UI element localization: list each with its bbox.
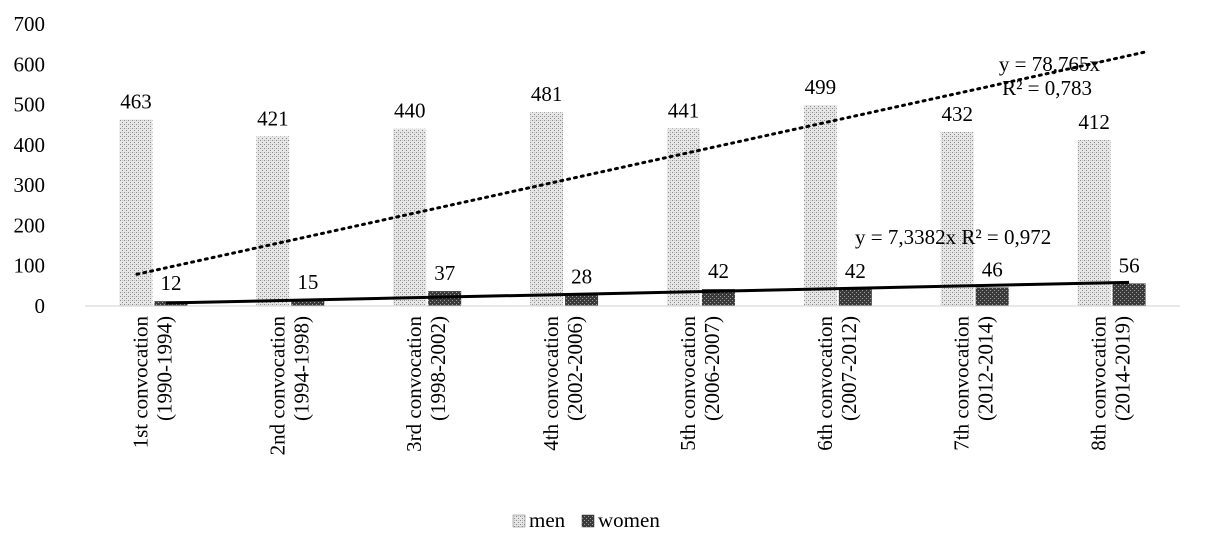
data-label-women: 46: [982, 257, 1003, 281]
data-label-women: 28: [571, 265, 592, 289]
data-label-men: 463: [120, 89, 152, 113]
trendline-men-equation: y = 78,765x: [999, 52, 1101, 76]
trendline-women: [165, 280, 1130, 305]
data-label-men: 440: [394, 99, 426, 123]
category-label: 6th convocation(2007-2012): [813, 316, 861, 451]
category-label-line: (1998-2002): [426, 316, 450, 421]
category-label-line: 4th convocation: [539, 316, 563, 451]
category-label: 2nd convocation(1994-1998): [265, 316, 313, 456]
category-label-line: (2007-2012): [837, 316, 861, 421]
y-tick-label: 500: [14, 93, 46, 117]
bars-group: 463 12 421 15 440 37 481 28 441 42 499 42 432 46 412 56: [85, 75, 1180, 307]
data-label-women: 12: [160, 271, 181, 295]
category-label-line: 6th convocation: [813, 316, 837, 451]
y-tick-label: 300: [14, 173, 46, 197]
y-tick-label: 0: [35, 294, 46, 318]
y-axis: 0 100 200 300 400 500 600 700: [14, 12, 46, 318]
data-label-men: 412: [1078, 110, 1110, 134]
category-label: 7th convocation(2012-2014): [950, 316, 998, 451]
data-label-women: 56: [1119, 253, 1140, 277]
data-label-men: 481: [531, 82, 563, 106]
bar-men: [803, 104, 837, 306]
y-tick-label: 400: [14, 133, 46, 157]
y-tick-label: 600: [14, 52, 46, 76]
bar-men: [530, 112, 564, 307]
bar-women: [838, 289, 872, 306]
data-label-women: 37: [434, 261, 455, 285]
y-tick-label: 100: [14, 254, 46, 278]
category-label: 1st convocation(1990-1994): [128, 316, 176, 449]
category-label-line: (2006-2007): [700, 316, 724, 421]
trendline-women-label: y = 7,3382x R² = 0,972: [855, 225, 1051, 249]
legend-swatch-men: [512, 514, 526, 528]
category-label: 8th convocation(2014-2019): [1087, 316, 1135, 451]
category-label: 4th convocation(2002-2006): [539, 316, 587, 451]
data-label-women: 15: [297, 270, 318, 294]
category-label-line: (2002-2006): [563, 316, 587, 421]
bar-men: [119, 119, 153, 306]
y-tick-label: 700: [14, 12, 46, 36]
bar-men: [1077, 140, 1111, 306]
category-label: 5th convocation(2006-2007): [676, 316, 724, 451]
data-label-men: 432: [941, 102, 973, 126]
category-label: 3rd convocation(1998-2002): [402, 316, 450, 452]
bar-women: [1112, 283, 1146, 306]
bar-men: [940, 131, 974, 306]
category-label-line: (1990-1994): [152, 316, 176, 421]
bar-women: [565, 294, 599, 306]
data-label-men: 421: [257, 106, 289, 130]
category-label-line: 2nd convocation: [265, 316, 289, 456]
category-label-line: 3rd convocation: [402, 316, 426, 452]
trendline-men-r2: R² = 0,783: [1002, 76, 1092, 100]
bar-men: [256, 136, 290, 306]
bar-men: [666, 128, 700, 306]
category-label-line: (1994-1998): [289, 316, 313, 421]
category-label-line: (2014-2019): [1111, 316, 1135, 421]
category-label-line: (2012-2014): [974, 316, 998, 421]
category-label-line: 8th convocation: [1087, 316, 1111, 451]
y-tick-label: 200: [14, 213, 46, 237]
data-label-women: 42: [845, 259, 866, 283]
x-axis-categories: 1st convocation(1990-1994) 2nd convocatio…: [128, 316, 1134, 456]
legend: men women: [512, 508, 660, 532]
bar-women: [975, 287, 1009, 306]
data-label-women: 42: [708, 259, 729, 283]
category-label-line: 1st convocation: [128, 316, 152, 449]
category-label-line: 5th convocation: [676, 316, 700, 451]
category-label-line: 7th convocation: [950, 316, 974, 451]
bar-women: [291, 299, 325, 306]
data-label-men: 441: [668, 98, 700, 122]
bar-women: [701, 289, 735, 306]
legend-label-men: men: [529, 508, 566, 532]
trendline-men: [135, 50, 1147, 276]
legend-label-women: women: [598, 508, 660, 532]
legend-swatch-women: [581, 514, 595, 528]
data-label-men: 499: [805, 75, 837, 99]
